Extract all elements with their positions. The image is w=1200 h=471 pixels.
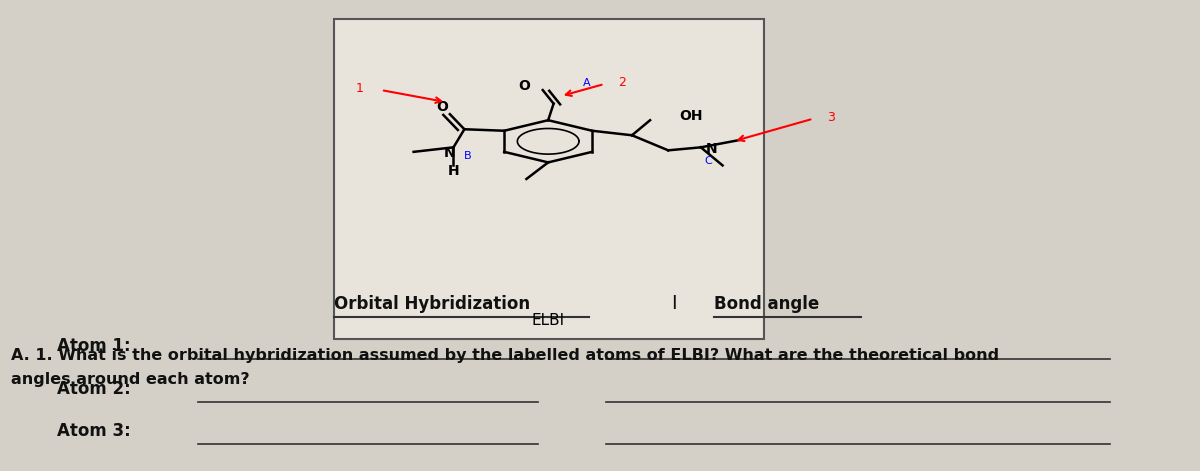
Text: ELBI: ELBI [532,313,565,328]
Text: A: A [582,78,590,88]
Text: I: I [671,294,677,313]
Text: 2: 2 [618,76,626,89]
Text: A. 1. What is the orbital hybridization assumed by the labelled atoms of ELBI? W: A. 1. What is the orbital hybridization … [11,348,1000,363]
Text: O: O [518,79,530,92]
Text: B: B [464,151,472,162]
Bar [334,19,764,339]
Text: Atom 1:: Atom 1: [56,337,131,355]
Text: OH: OH [679,109,702,122]
Text: Atom 3:: Atom 3: [56,422,131,440]
Text: 3: 3 [827,111,835,124]
Text: H: H [448,164,460,179]
Text: Orbital Hybridization: Orbital Hybridization [334,295,530,313]
Text: Bond angle: Bond angle [714,295,818,313]
Text: 1: 1 [355,82,364,95]
Text: angles around each atom?: angles around each atom? [11,372,250,387]
Text: Atom 2:: Atom 2: [56,380,131,398]
Text: O: O [437,100,449,114]
Text: C: C [704,156,712,166]
Text: N: N [706,142,718,156]
Text: N: N [444,146,456,160]
